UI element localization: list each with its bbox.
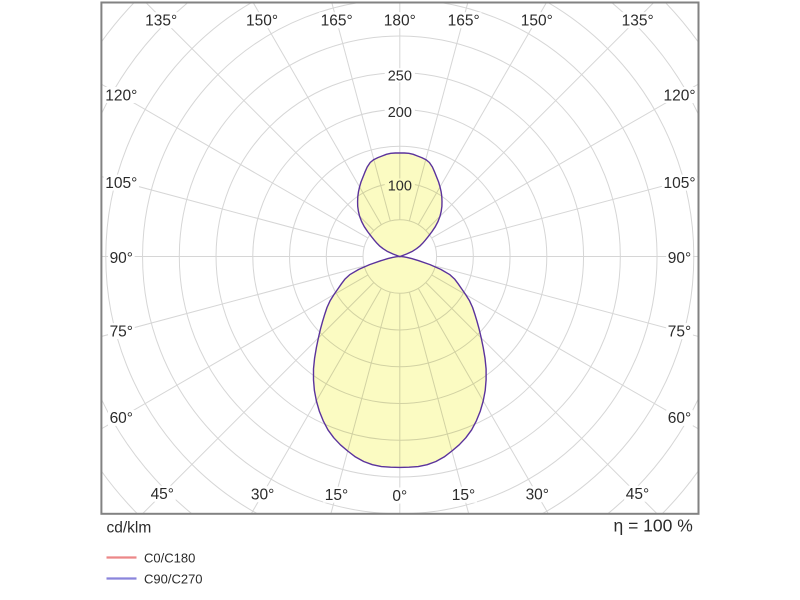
svg-text:120°: 120° bbox=[663, 87, 695, 104]
svg-text:150°: 150° bbox=[521, 13, 553, 30]
svg-text:C90/C270: C90/C270 bbox=[144, 571, 203, 586]
svg-text:90°: 90° bbox=[668, 250, 691, 267]
svg-text:15°: 15° bbox=[325, 487, 348, 504]
svg-text:90°: 90° bbox=[110, 250, 133, 267]
svg-text:0°: 0° bbox=[392, 488, 407, 505]
svg-text:165°: 165° bbox=[321, 13, 353, 30]
svg-text:60°: 60° bbox=[110, 410, 133, 427]
svg-text:η = 100 %: η = 100 % bbox=[614, 516, 693, 536]
svg-text:150°: 150° bbox=[246, 13, 278, 30]
svg-text:15°: 15° bbox=[452, 487, 475, 504]
svg-text:105°: 105° bbox=[663, 175, 695, 192]
svg-text:45°: 45° bbox=[151, 486, 174, 503]
svg-text:75°: 75° bbox=[668, 323, 691, 340]
svg-text:135°: 135° bbox=[622, 13, 654, 30]
svg-text:60°: 60° bbox=[668, 410, 691, 427]
svg-text:180°: 180° bbox=[384, 13, 416, 30]
svg-text:135°: 135° bbox=[145, 13, 177, 30]
svg-text:cd/klm: cd/klm bbox=[107, 520, 152, 537]
svg-text:75°: 75° bbox=[110, 323, 133, 340]
svg-text:C0/C180: C0/C180 bbox=[144, 550, 195, 565]
svg-text:165°: 165° bbox=[448, 13, 480, 30]
svg-text:200: 200 bbox=[388, 105, 412, 121]
svg-text:45°: 45° bbox=[626, 486, 649, 503]
svg-text:105°: 105° bbox=[105, 175, 137, 192]
svg-text:250: 250 bbox=[388, 68, 412, 84]
svg-text:100: 100 bbox=[388, 179, 412, 195]
svg-text:30°: 30° bbox=[526, 487, 549, 504]
svg-text:120°: 120° bbox=[105, 87, 137, 104]
svg-text:30°: 30° bbox=[251, 487, 274, 504]
